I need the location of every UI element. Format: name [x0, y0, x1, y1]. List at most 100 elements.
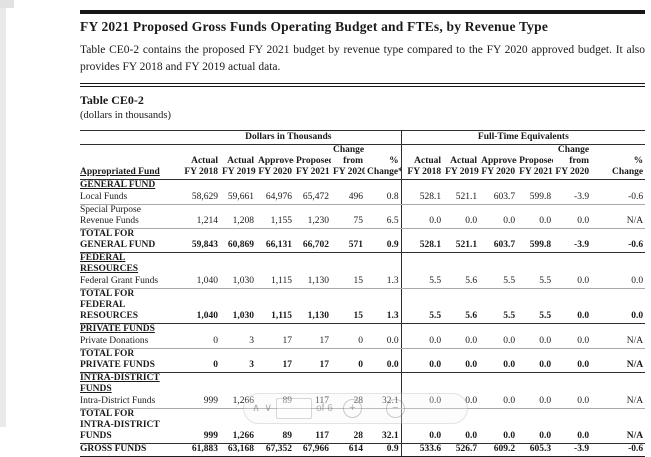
cell-ftes-4: [553, 324, 591, 337]
cell-dollars-0: 1,214: [176, 204, 220, 230]
cell-ftes-0: 5.5: [400, 276, 444, 290]
zoom-in-button[interactable]: +: [342, 399, 362, 418]
cell-dollars-4: 614: [331, 443, 365, 457]
cell-dollars-0: 0: [176, 336, 220, 350]
cell-ftes-5: -0.6: [591, 443, 646, 457]
column-header-dollars-5: % Change*: [365, 144, 402, 181]
table-subtitle: (dollars in thousands): [80, 110, 171, 122]
cell-dollars-3: 67,966: [294, 443, 331, 457]
pdf-toolbar-overlay: ∧ ∨ of 6 + −: [243, 393, 468, 424]
cell-ftes-1: [443, 180, 479, 193]
cell-ftes-2: [479, 253, 517, 277]
cell-ftes-2: 0.0: [479, 408, 518, 445]
zoom-out-button[interactable]: −: [385, 399, 405, 418]
cell-ftes-5: 0.0: [591, 276, 646, 290]
cell-dollars-2: 1,115: [256, 276, 294, 290]
cell-ftes-3: [517, 253, 553, 277]
column-header-dollars-3: Proposed FY 2021: [294, 144, 331, 181]
cell-dollars-4: 571: [331, 228, 365, 254]
cell-ftes-2: 5.5: [479, 276, 518, 290]
row-label: FEDERAL RESOURCES: [80, 253, 139, 275]
cell-dollars-1: 59,661: [220, 192, 256, 206]
cell-dollars-1: 3: [220, 336, 256, 350]
cell-ftes-3: 599.8: [517, 228, 554, 254]
cell-ftes-0: 533.6: [400, 443, 444, 457]
cell-ftes-4: [553, 180, 591, 193]
cell-dollars-0: 58,629: [176, 192, 220, 206]
cell-ftes-4: 0.0: [553, 348, 592, 374]
cell-ftes-3: [517, 324, 553, 337]
cell-dollars-5: 6.5: [365, 204, 402, 230]
title-rule: [80, 10, 645, 14]
cell-ftes-1: [443, 324, 479, 337]
cell-dollars-5: 0.8: [365, 192, 402, 206]
page-title: FY 2021 Proposed Gross Funds Operating B…: [80, 19, 549, 34]
cell-dollars-1: 63,168: [220, 443, 256, 457]
cell-dollars-3: 65,472: [294, 192, 331, 206]
cell-dollars-3: [294, 180, 331, 193]
column-header-dollars-0: Actual FY 2018: [176, 144, 220, 181]
cell-dollars-0: [176, 180, 220, 193]
cell-dollars-5: 1.3: [365, 288, 402, 325]
viewer-edge-strip: [0, 0, 6, 427]
cell-ftes-5: [591, 324, 645, 337]
row-label: Intra-District Funds: [80, 396, 176, 410]
cell-dollars-1: 1,208: [220, 204, 256, 230]
row-label: Local Funds: [80, 192, 176, 206]
cell-ftes-3: 0.0: [517, 396, 554, 410]
cell-ftes-2: 0.0: [479, 336, 518, 350]
cell-ftes-3: 0.0: [517, 336, 554, 350]
cell-dollars-2: 67,352: [256, 443, 294, 457]
row-label: TOTAL FOR GENERAL FUND: [80, 228, 176, 254]
cell-ftes-3: 0.0: [517, 348, 554, 374]
cell-ftes-2: 603.7: [479, 228, 518, 254]
cell-ftes-2: 603.7: [479, 192, 518, 206]
previous-page-button[interactable]: ∧: [252, 402, 261, 414]
row-label: Private Donations: [80, 336, 176, 350]
table-row: Special Purpose Revenue Funds 1,214 1,208 1,…: [80, 204, 646, 230]
table-row: PRIVATE FUNDS: [80, 323, 645, 337]
cell-ftes-4: -3.9: [553, 228, 592, 254]
cell-dollars-0: 999: [176, 396, 220, 410]
cell-ftes-4: 0.0: [553, 336, 592, 350]
table-row: TOTAL FOR PRIVATE FUNDS 0 3 17 17 0 0.0 0.0 0.0 0.…: [80, 348, 646, 374]
cell-dollars-5: 0.0: [365, 348, 402, 374]
cell-dollars-1: 3: [220, 348, 256, 374]
table-row: GROSS FUNDS 61,883 63,168 67,352 67,966 614 0.…: [80, 443, 646, 457]
cell-ftes-5: [591, 180, 645, 193]
table-row: FEDERAL RESOURCES: [80, 252, 645, 277]
cell-dollars-0: 1,040: [176, 276, 220, 290]
cell-ftes-4: [553, 253, 591, 277]
cell-ftes-3: 0.0: [517, 408, 554, 445]
row-label: GROSS FUNDS: [80, 443, 176, 457]
cell-dollars-3: 1,130: [294, 276, 331, 290]
cell-ftes-4: 0.0: [553, 288, 592, 325]
cell-ftes-1: 521.1: [443, 192, 480, 206]
cell-ftes-3: 605.3: [517, 443, 554, 457]
cell-dollars-4: [331, 324, 365, 337]
group-header-row: Dollars in Thousands Full-Time Equivalent…: [80, 130, 646, 146]
cell-dollars-0: 999: [176, 408, 220, 445]
table-row: Local Funds 58,629 59,661 64,976 65,472 496 0.…: [80, 192, 646, 206]
column-header-ftes-4: Change from FY 2020: [553, 144, 592, 181]
cell-ftes-2: [479, 324, 517, 337]
cell-ftes-0: [400, 323, 444, 337]
cell-dollars-5: [365, 253, 401, 277]
page-count-label: of 6: [316, 403, 333, 414]
cell-ftes-5: -0.6: [591, 192, 646, 206]
cell-ftes-4: [553, 373, 591, 397]
cell-ftes-5: N/A: [591, 396, 646, 410]
page-number-input[interactable]: [276, 398, 313, 419]
group-header-dollars: Dollars in Thousands: [176, 130, 402, 146]
cell-dollars-4: [331, 180, 365, 193]
column-header-fund: Appropriated Fund: [80, 144, 176, 181]
cell-dollars-1: [220, 324, 256, 337]
cell-dollars-2: 1,155: [256, 204, 294, 230]
group-header-spacer: [80, 130, 176, 146]
column-header-dollars-4: Change from FY 2020: [331, 144, 365, 181]
next-page-button[interactable]: ∨: [264, 402, 273, 414]
cell-dollars-2: 17: [256, 348, 294, 374]
cell-ftes-4: -3.9: [553, 192, 592, 206]
cell-ftes-4: 0.0: [553, 408, 592, 445]
column-header-ftes-2: ApprovedFY 2020: [479, 144, 518, 181]
